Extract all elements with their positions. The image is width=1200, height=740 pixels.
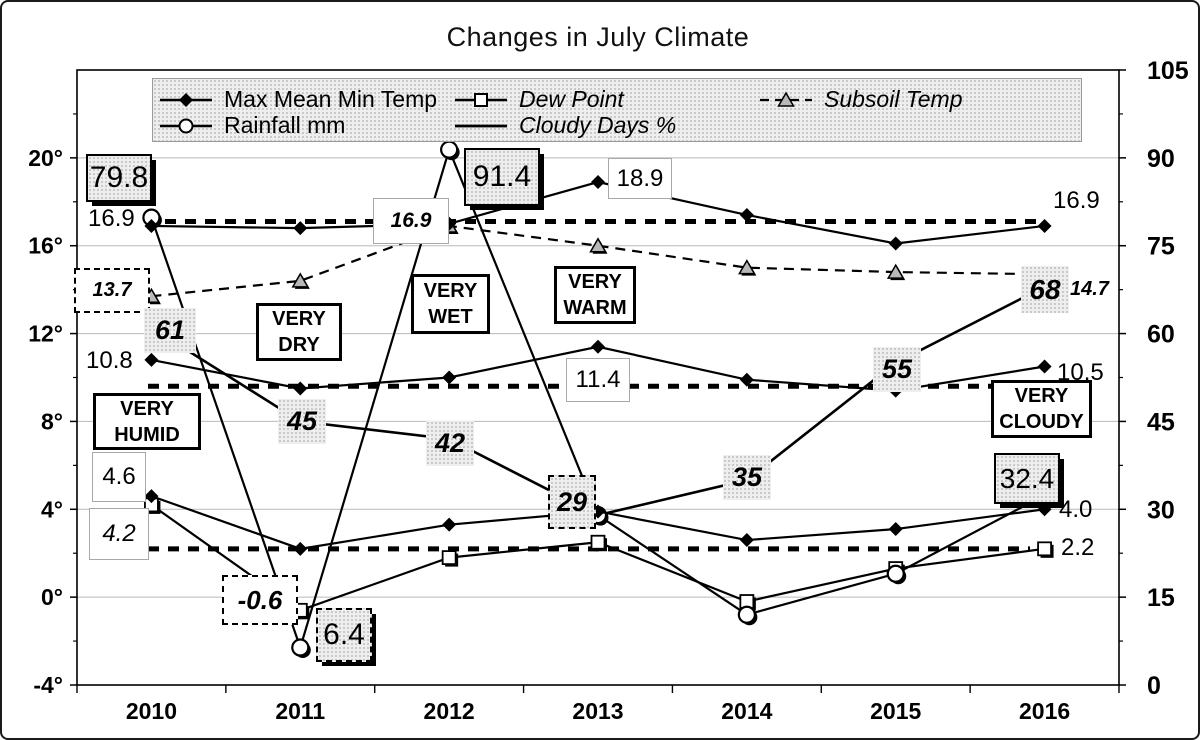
- svg-text:60: 60: [1147, 321, 1175, 349]
- svg-text:105: 105: [1147, 57, 1189, 85]
- series-rainfall: [142, 140, 1056, 659]
- circle-line-icon: [160, 118, 212, 133]
- legend-label-dew-point: Dew Point: [519, 86, 624, 112]
- legend-item-rainfall: Rainfall mm: [160, 112, 345, 139]
- series-mean-temp: [144, 339, 1052, 398]
- svg-text:20°: 20°: [28, 145, 63, 171]
- series-max-temp: [144, 175, 1052, 251]
- svg-text:4°: 4°: [41, 496, 63, 522]
- svg-text:0: 0: [1147, 672, 1161, 700]
- svg-text:2015: 2015: [870, 698, 921, 724]
- axes-group: 20° 16° 12° 8° 4° 0° -4° 105 90 75 60 45 30 15 0 2010 20…: [28, 57, 1189, 724]
- legend-item-cloudy-days: Cloudy Days %: [455, 112, 676, 139]
- legend-item-dew-point: Dew Point: [455, 86, 624, 113]
- svg-text:-4°: -4°: [33, 672, 63, 698]
- legend-label-subsoil: Subsoil Temp: [824, 86, 963, 112]
- legend-item-subsoil: Subsoil Temp: [760, 86, 963, 113]
- svg-text:30: 30: [1147, 496, 1175, 524]
- svg-text:90: 90: [1147, 145, 1175, 173]
- svg-text:2014: 2014: [721, 698, 772, 724]
- diamond-line-icon: [160, 92, 212, 107]
- svg-text:2011: 2011: [275, 698, 325, 724]
- series-subsoil-temp: [142, 217, 1055, 305]
- plot-border: [76, 69, 1120, 686]
- svg-text:0°: 0°: [41, 584, 63, 610]
- svg-text:75: 75: [1147, 233, 1175, 261]
- legend-label-cloudy-days: Cloudy Days %: [519, 112, 677, 138]
- plain-line-icon: [455, 124, 507, 127]
- svg-text:8°: 8°: [41, 408, 63, 434]
- series-cloudy-days: [150, 285, 1046, 517]
- svg-text:45: 45: [1147, 408, 1175, 436]
- legend-label-temp: Max Mean Min Temp: [224, 86, 438, 112]
- svg-text:2010: 2010: [126, 698, 177, 724]
- legend: Max Mean Min Temp Dew Point Subsoil Temp…: [152, 78, 1082, 142]
- square-line-icon: [455, 92, 507, 107]
- svg-text:2012: 2012: [424, 698, 475, 724]
- legend-label-rainfall: Rainfall mm: [224, 112, 346, 138]
- triangle-dashed-line-icon: [760, 90, 812, 107]
- svg-text:2016: 2016: [1019, 698, 1070, 724]
- svg-text:15: 15: [1147, 584, 1175, 612]
- series-min-temp: [144, 489, 1052, 556]
- chart-title: Changes in July Climate: [446, 22, 750, 52]
- svg-text:2013: 2013: [572, 698, 623, 724]
- svg-text:16°: 16°: [28, 233, 63, 259]
- legend-item-temp: Max Mean Min Temp: [160, 86, 437, 113]
- svg-text:12°: 12°: [28, 321, 63, 347]
